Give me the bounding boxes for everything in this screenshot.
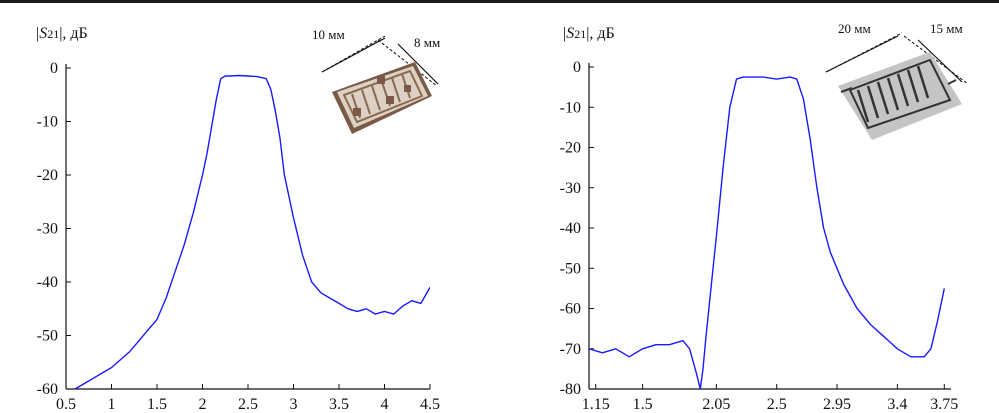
y-tick-label: -20 [37,167,58,184]
y-tick-label: -70 [560,341,581,358]
top-border [0,0,999,3]
x-tick-label: 3.75 [930,396,958,413]
y-tick-label: -30 [37,221,58,238]
x-tick-label: 3 [290,396,298,413]
photo-inset-left: 10 мм 8 мм [312,27,440,134]
y-tick-label: -60 [37,381,58,398]
y-axis-label-right: |S21|, дБ [563,25,615,42]
dimension-height-left: 8 мм [414,35,440,50]
series-line [589,76,945,390]
y-tick-label: -40 [560,220,581,237]
photo-inset-right: 20 мм 15 мм [825,21,969,140]
y-tick-label: -80 [560,381,581,398]
x-tick-label: 4 [381,396,389,413]
dimension-width-right: 20 мм [838,21,871,36]
x-tick-label: 1.5 [633,396,653,413]
x-tick-label: 2.5 [767,396,787,413]
y-tick-label: -50 [37,328,58,345]
x-tick-label: 2.5 [238,396,258,413]
x-tick-label: 4.5 [420,396,440,413]
y-tick-label: -20 [560,140,581,157]
y-tick-label: -10 [560,99,581,116]
chart-left: |S21|, дБ 0 -10 -20 -30 -40 -50 -600.5 1 1.5 2 2.5… [36,25,440,413]
x-tick-label: 3.5 [329,396,349,413]
y-tick-label: -40 [37,274,58,291]
y-tick-label: -50 [560,260,581,277]
x-tick-label: 2.95 [823,396,851,413]
x-tick-label: 0.5 [56,396,76,413]
x-tick-label: 1.5 [147,396,167,413]
dimension-height-right: 15 мм [930,21,963,36]
y-tick-label: 0 [50,60,58,77]
y-tick-label: -10 [37,114,58,131]
y-tick-label: -60 [560,301,581,318]
dimension-width-left: 10 мм [312,27,345,42]
y-tick-label: -30 [560,180,581,197]
x-tick-label: 1.15 [582,396,610,413]
chart-right: |S21|, дБ 0 -10 -20 -30 -40 -50 -60 -70 -801.15 1… [560,21,969,413]
axes-right: 0 -10 -20 -30 -40 -50 -60 -70 -801.15 1.5 2.05 2.5 2… [560,59,959,413]
x-tick-label: 2 [199,396,207,413]
series-left [74,74,430,390]
y-tick-label: 0 [573,59,581,76]
x-tick-label: 1 [108,396,116,413]
y-axis-label-left: |S21|, дБ [36,25,88,42]
series-right [589,76,945,390]
series-line [74,74,430,390]
x-tick-label: 3.4 [887,396,907,413]
resonator-chip-photo-left [332,62,432,134]
x-tick-label: 2.05 [702,396,730,413]
resonator-chip-photo-right [838,52,962,140]
axes-left: 0 -10 -20 -30 -40 -50 -600.5 1 1.5 2 2.5 3 3.5 4 4.5 [37,60,440,413]
